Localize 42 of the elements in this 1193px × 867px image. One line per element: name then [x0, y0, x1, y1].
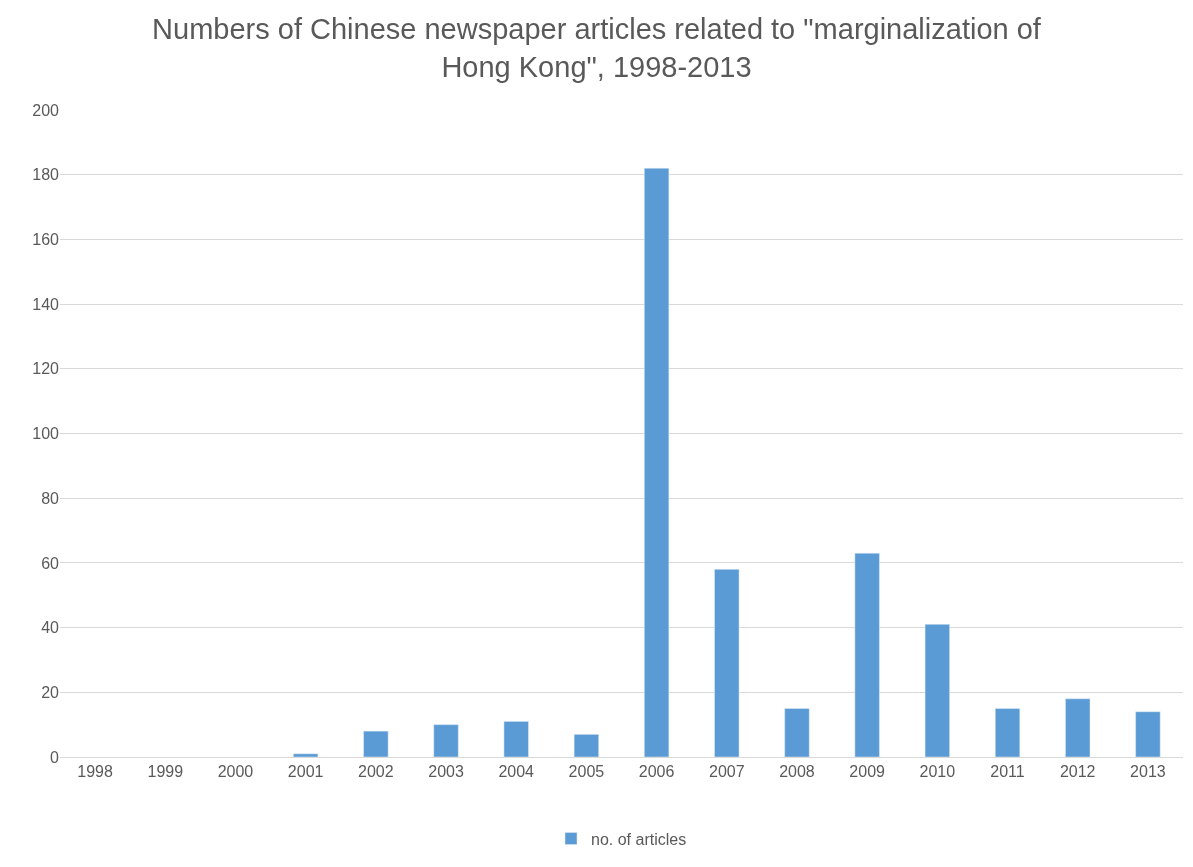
- x-tick-label: 2006: [638, 763, 675, 781]
- bar: [995, 708, 1021, 757]
- bar: [784, 708, 810, 757]
- x-tick-label: 2002: [358, 763, 394, 781]
- y-tick-label: 0: [50, 748, 60, 766]
- y-tick-label: 120: [32, 360, 60, 378]
- x-tick-label: 2011: [990, 763, 1025, 781]
- y-tick-label: 20: [41, 683, 60, 701]
- x-tick-label: 1998: [77, 763, 113, 781]
- x-tick-label: 2013: [1130, 763, 1166, 781]
- chart-title: Numbers of Chinese newspaper articles related to "marginalization of Hong Kong", 1998-2013: [152, 13, 1042, 83]
- x-tick-label: 2009: [849, 763, 886, 781]
- x-tick-label: 2012: [1059, 763, 1096, 781]
- x-tick-label: 2007: [708, 763, 745, 781]
- y-tick-label: 40: [41, 619, 60, 637]
- x-tick-label: 2004: [498, 763, 535, 781]
- bar: [503, 721, 529, 757]
- bar: [924, 624, 950, 757]
- x-tick-label: 2008: [779, 763, 815, 781]
- x-tick-label: 2005: [568, 763, 605, 781]
- y-tick-label: 60: [41, 554, 60, 572]
- bar: [1135, 711, 1161, 757]
- y-tick-label: 180: [32, 166, 60, 184]
- bar: [644, 167, 670, 757]
- bar: [293, 753, 319, 757]
- x-tick-label: 2001: [287, 763, 324, 781]
- y-tick-label: 140: [32, 295, 60, 313]
- bar: [573, 734, 599, 757]
- bar: [854, 552, 880, 757]
- bar: [433, 724, 459, 757]
- legend-label: no. of articles: [591, 830, 687, 848]
- bar: [714, 569, 740, 757]
- x-tick-label: 2000: [217, 763, 254, 781]
- bar: [1065, 698, 1091, 757]
- y-tick-label: 200: [32, 101, 60, 119]
- y-tick-label: 100: [32, 425, 60, 443]
- y-tick-label: 80: [41, 489, 60, 507]
- bar: [363, 730, 389, 757]
- x-tick-label: 2003: [428, 763, 464, 781]
- x-tick-label: 2010: [919, 763, 956, 781]
- y-tick-label: 160: [32, 231, 60, 248]
- x-tick-label: 1999: [147, 763, 184, 781]
